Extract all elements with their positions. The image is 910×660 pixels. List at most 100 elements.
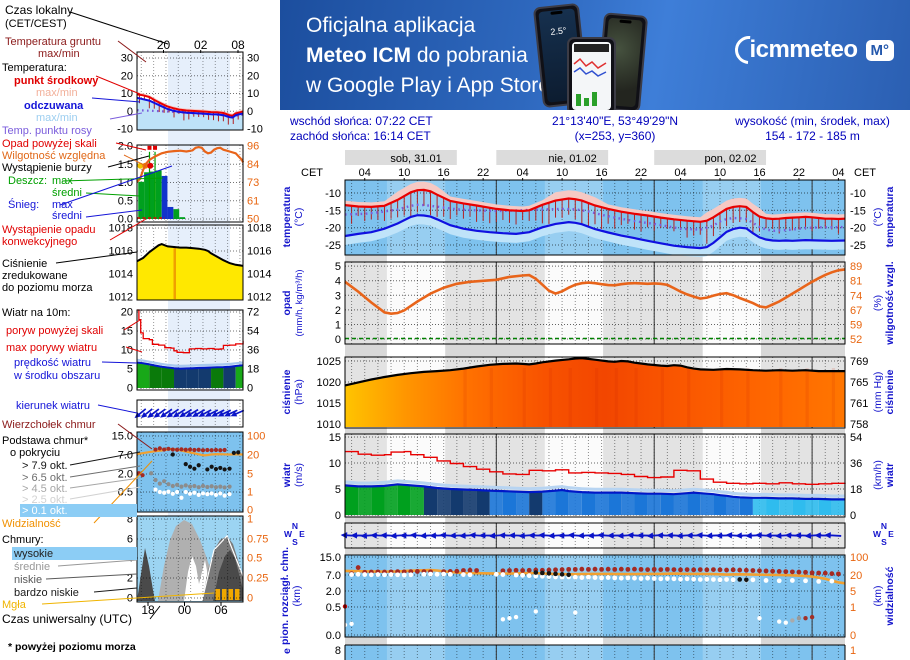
legend-label: Chmury: [2,534,44,546]
svg-text:73: 73 [247,177,259,189]
legend-sidebar: 20 02 083020100-103020100-102.01.51.00.50.… [2,3,272,653]
svg-text:sob, 31.01: sob, 31.01 [390,153,441,165]
svg-text:-25: -25 [850,240,866,252]
svg-text:00: 00 [178,603,192,617]
svg-text:0: 0 [335,510,341,522]
svg-text:(km): (km) [291,586,303,607]
svg-text:1: 1 [335,320,341,332]
svg-text:(hPa): (hPa) [293,379,305,405]
svg-text:1.0: 1.0 [118,177,133,189]
svg-text:-15: -15 [850,205,866,217]
svg-text:16: 16 [595,167,607,179]
altitude-values: 154 - 172 - 185 m [765,129,860,143]
svg-text:5: 5 [850,586,856,598]
svg-text:67: 67 [850,305,862,317]
svg-text:30: 30 [121,53,133,65]
phone-temp-reading: 2.5° [549,25,567,37]
svg-text:15: 15 [121,326,133,338]
svg-text:54: 54 [850,432,862,444]
svg-text:0.5: 0.5 [118,195,133,207]
legend-label: konwekcyjnego [2,236,77,248]
svg-text:765: 765 [850,377,868,389]
svg-text:18: 18 [141,603,155,617]
svg-text:6: 6 [127,534,133,546]
svg-text:20: 20 [850,570,862,582]
legend-label: Podstawa chmur* [2,435,89,447]
svg-text:CET: CET [301,167,323,179]
legend-label: niskie [14,574,42,586]
svg-text:2: 2 [127,573,133,585]
time-axis-header: sob, 31.01 nie, 01.02 pon, 02.02 CET CET 04 10… [301,150,876,180]
legend-label: Czas lokalny [5,3,73,17]
legend-label: średni [52,187,82,199]
panel-temperatura: -10 -15 -20 -25 -10 -15 -20 -25 [325,179,866,258]
svg-text:temperatura: temperatura [884,187,896,248]
legend-label: Wierzchołek chmur [2,419,96,431]
legend-label: max/min [36,87,78,99]
legend-label: o pokryciu [10,447,60,459]
svg-text:22: 22 [477,167,489,179]
legend-label: Opad powyżej skali [2,138,97,150]
svg-text:758: 758 [850,419,868,431]
svg-text:wiatr: wiatr [281,463,293,489]
svg-text:-25: -25 [325,240,341,252]
svg-text:10: 10 [398,167,410,179]
svg-text:pion. rozciągł. chm.: pion. rozciągł. chm. [280,547,291,645]
svg-text:-10: -10 [850,188,866,200]
svg-text:7.0: 7.0 [118,450,133,462]
panel-wiatr: 15 10 5 0 54 36 18 0 [329,432,863,522]
svg-text:wilgotność wzgl.: wilgotność wzgl. [884,261,896,345]
svg-text:36: 36 [850,458,862,470]
app-promo-banner[interactable]: Oficjalna aplikacja Meteo ICM do pobrani… [280,0,910,110]
svg-text:22: 22 [793,167,805,179]
wind-arrow-icon [824,532,842,539]
legend-label: > 0.1 okt. [22,505,68,517]
legend-label: kierunek wiatru [16,400,90,412]
svg-text:0.5: 0.5 [326,602,341,614]
phone-mockup-meteogram [567,37,616,110]
svg-text:0: 0 [850,510,856,522]
svg-text:widzialność: widzialność [884,566,896,626]
svg-text:temperatura: temperatura [281,187,293,248]
svg-text:30: 30 [247,53,259,65]
svg-text:2.0: 2.0 [326,586,341,598]
legend-chart-wiatr: 20 15 10 5 0 72 54 36 18 0 [121,307,260,395]
svg-text:1: 1 [247,487,253,499]
sunrise-time: wschód słońca: 07:22 CET [290,114,433,128]
svg-text:20: 20 [121,307,133,319]
legend-label: max [52,175,73,187]
panel-cisnienie: 1025 1020 1015 1010 769 765 761 758 [317,356,869,431]
svg-text:10: 10 [556,167,568,179]
svg-text:02: 02 [194,38,208,52]
svg-text:-10: -10 [117,124,133,136]
legend-chart-cisnienie: 1018 1016 1014 1012 1018 1016 1014 1012 [109,223,272,304]
svg-text:(km): (km) [872,586,884,607]
svg-text:5: 5 [247,469,253,481]
legend-label: > 4.5 okt. [22,483,68,495]
legend-label: poryw powyżej skali [6,325,103,337]
svg-text:4: 4 [335,276,341,288]
svg-text:72: 72 [247,307,259,319]
svg-text:-15: -15 [325,205,341,217]
svg-text:0: 0 [850,630,856,642]
legend-label: Wystąpienie opadu [2,224,95,236]
svg-text:1: 1 [850,645,856,657]
svg-text:769: 769 [850,356,868,368]
legend-label: zredukowane [2,270,67,282]
svg-text:W: W [284,529,293,539]
svg-text:18: 18 [850,484,862,496]
svg-text:N: N [881,521,887,531]
svg-text:1018: 1018 [109,223,133,235]
svg-text:S: S [292,537,298,547]
legend-label: Temperatura: [2,62,67,74]
svg-text:20: 20 [157,38,171,52]
legend-label: Mgła [2,599,27,611]
banner-text: Oficjalna aplikacja Meteo ICM do pobrani… [306,14,550,97]
svg-text:10: 10 [121,345,133,357]
svg-text:1: 1 [247,514,253,526]
logo-wordmark: icmmeteo [749,36,858,63]
svg-text:W: W [873,529,882,539]
panel-kierunek-wiatru [340,522,846,549]
